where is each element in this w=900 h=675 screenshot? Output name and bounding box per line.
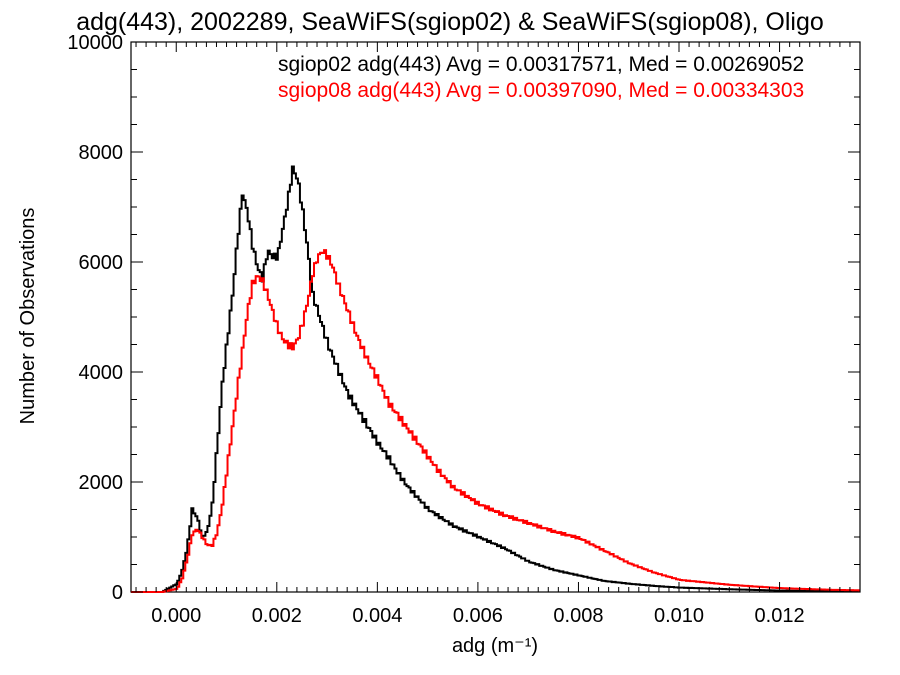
y-tick-label: 8000	[79, 142, 124, 164]
x-tick-label: 0.006	[453, 605, 503, 627]
y-tick-label: 2000	[79, 472, 124, 494]
x-tick-label: 0.012	[755, 605, 805, 627]
y-tick-label: 10000	[67, 32, 123, 54]
x-tick-label: 0.004	[352, 605, 402, 627]
chart-title: adg(443), 2002289, SeaWiFS(sgiop02) & Se…	[76, 8, 824, 36]
series-line-sgiop08	[131, 249, 860, 593]
y-tick-label: 6000	[79, 252, 124, 274]
x-tick-label: 0.000	[151, 605, 201, 627]
y-tick-label: 0	[112, 582, 123, 604]
axis-ticks: 0.000 0.002 0.004 0.006 0.008 0.010 0.012 0 2000…	[67, 32, 861, 627]
x-tick-label: 0.010	[654, 605, 704, 627]
series-layer	[131, 165, 860, 593]
y-axis-label: Number of Observations	[17, 208, 39, 425]
x-tick-label: 0.002	[252, 605, 302, 627]
x-tick-label: 0.008	[553, 605, 603, 627]
legend-entry-sgiop02: sgiop02 adg(443) Avg = 0.00317571, Med =…	[278, 53, 804, 76]
legend: sgiop02 adg(443) Avg = 0.00317571, Med =…	[278, 53, 804, 102]
x-axis-label: adg (m⁻¹)	[452, 635, 538, 657]
legend-entry-sgiop08: sgiop08 adg(443) Avg = 0.00397090, Med =…	[278, 79, 804, 102]
y-tick-label: 4000	[79, 362, 124, 384]
